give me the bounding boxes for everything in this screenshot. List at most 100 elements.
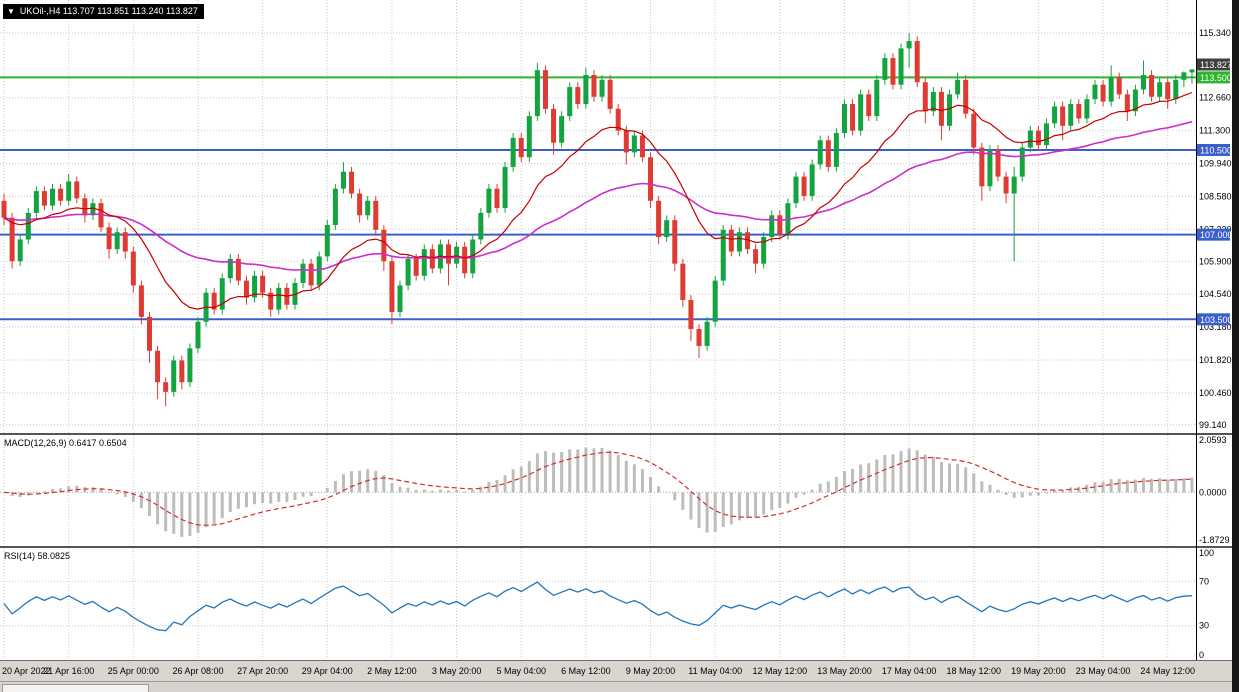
candle xyxy=(1019,147,1025,177)
svg-text:110.500: 110.500 xyxy=(1200,145,1232,155)
candle xyxy=(66,181,72,201)
candle xyxy=(478,212,484,240)
candle xyxy=(882,58,888,80)
candle xyxy=(720,229,726,281)
candle xyxy=(623,130,629,153)
candle xyxy=(324,224,330,257)
svg-text:107.000: 107.000 xyxy=(1200,230,1232,240)
candle xyxy=(1044,123,1049,146)
candle xyxy=(728,229,734,252)
time-label: 6 May 12:00 xyxy=(561,666,611,676)
candle xyxy=(41,191,47,206)
candle xyxy=(745,232,750,250)
candle xyxy=(17,239,23,262)
svg-text:108.580: 108.580 xyxy=(1199,191,1232,201)
time-label: 24 May 12:00 xyxy=(1140,666,1195,676)
candle xyxy=(50,188,56,206)
time-label: 25 Apr 00:00 xyxy=(107,666,159,676)
time-label: 19 May 20:00 xyxy=(1011,666,1066,676)
svg-text:0: 0 xyxy=(1199,650,1204,660)
candle xyxy=(947,94,953,126)
candle xyxy=(1108,77,1114,102)
svg-text:100.460: 100.460 xyxy=(1199,388,1232,398)
candle xyxy=(446,244,451,264)
macd-histogram xyxy=(2,447,1194,537)
candle xyxy=(195,321,201,349)
candle xyxy=(1076,104,1082,119)
candle xyxy=(1124,94,1130,112)
candle xyxy=(599,79,605,97)
time-label: 5 May 04:00 xyxy=(496,666,546,676)
candle xyxy=(494,188,500,209)
candle xyxy=(1027,130,1033,148)
candle xyxy=(542,70,548,109)
candle xyxy=(389,261,395,313)
price-axis-labels[interactable]: 115.340112.660111.300109.940108.580107.2… xyxy=(1199,28,1232,660)
candle xyxy=(219,278,225,310)
rsi-indicator-label: RSI(14) 58.0825 xyxy=(4,551,71,561)
candle xyxy=(866,94,872,117)
svg-text:105.900: 105.900 xyxy=(1199,256,1232,266)
candle xyxy=(938,91,944,126)
candle xyxy=(995,149,1001,177)
candle xyxy=(130,251,136,286)
candle xyxy=(179,360,185,383)
candle xyxy=(1165,82,1171,100)
candle xyxy=(1052,106,1058,124)
svg-text:2.0593: 2.0593 xyxy=(1199,435,1227,445)
svg-text:113.500: 113.500 xyxy=(1200,73,1232,83)
time-label: 2 May 12:00 xyxy=(367,666,417,676)
right-scroll-strip[interactable] xyxy=(1232,0,1239,692)
time-label: 23 May 04:00 xyxy=(1075,666,1131,676)
time-label: 27 Apr 20:00 xyxy=(237,666,289,676)
candle xyxy=(470,239,476,274)
svg-text:101.820: 101.820 xyxy=(1199,355,1232,365)
ma-fast-line xyxy=(3,91,1193,310)
candle xyxy=(1060,106,1066,126)
candle xyxy=(381,229,387,262)
candle xyxy=(138,285,144,317)
one-click-trading-arrow-icon[interactable]: ▼ xyxy=(7,7,15,16)
candle xyxy=(316,256,322,286)
candle xyxy=(664,220,670,238)
candle xyxy=(567,87,573,117)
chart-canvas[interactable]: 115.340112.660111.300109.940108.580107.2… xyxy=(0,0,1232,660)
svg-text:70: 70 xyxy=(1199,576,1209,586)
candle xyxy=(243,280,249,298)
scrollbar-thumb[interactable] xyxy=(2,684,149,692)
time-label: 26 Apr 08:00 xyxy=(172,666,224,676)
candle xyxy=(858,94,864,131)
candle xyxy=(898,48,904,85)
candle xyxy=(1132,89,1138,112)
candle xyxy=(1140,74,1146,90)
svg-text:-1.8729: -1.8729 xyxy=(1199,535,1230,545)
candle xyxy=(25,212,31,240)
svg-text:113.827: 113.827 xyxy=(1200,60,1232,70)
candle xyxy=(704,321,710,346)
candle xyxy=(58,188,64,201)
macd-signal-line xyxy=(3,451,1193,526)
time-label: 3 May 20:00 xyxy=(431,666,482,676)
candle xyxy=(510,137,516,167)
candle xyxy=(90,203,96,216)
candle xyxy=(114,232,120,250)
time-label: 29 Apr 04:00 xyxy=(301,666,353,676)
candle xyxy=(268,292,274,310)
candle xyxy=(906,41,912,49)
candle xyxy=(518,137,524,158)
candle xyxy=(809,164,815,196)
candle xyxy=(1149,74,1155,97)
candle xyxy=(276,287,282,310)
time-axis[interactable]: 20 Apr 2022 21 Apr 16:00 25 Apr 00:00 26 Ap… xyxy=(0,660,1232,681)
candle xyxy=(1011,176,1017,194)
svg-text:115.340: 115.340 xyxy=(1199,28,1231,38)
candle xyxy=(332,188,338,225)
candle xyxy=(74,181,80,199)
candle xyxy=(1173,79,1179,100)
candle xyxy=(235,258,241,281)
candle xyxy=(712,280,718,322)
time-label: 17 May 04:00 xyxy=(881,666,937,676)
horizontal-lines[interactable] xyxy=(0,76,1196,321)
candle xyxy=(736,232,742,252)
candle xyxy=(1,200,7,218)
